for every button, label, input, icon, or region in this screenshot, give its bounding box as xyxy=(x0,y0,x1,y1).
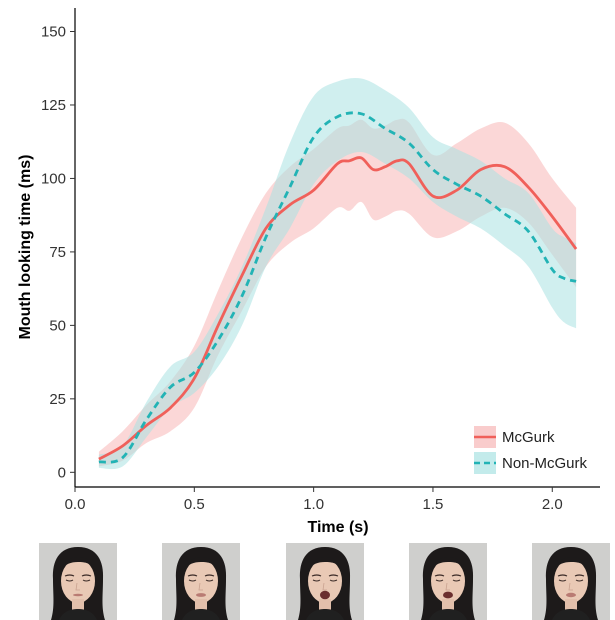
face-frame xyxy=(39,543,117,620)
x-tick-label: 1.0 xyxy=(303,496,324,513)
x-tick-label: 0.0 xyxy=(65,496,86,513)
y-tick-label: 150 xyxy=(41,24,66,41)
face-frame xyxy=(162,543,240,620)
face-frame xyxy=(409,543,487,620)
series-lines xyxy=(98,111,578,464)
x-axis-title: Time (s) xyxy=(307,519,368,536)
y-tick-label: 0 xyxy=(58,464,66,481)
y-axis-title: Mouth looking time (ms) xyxy=(17,155,34,340)
x-tick-label: 1.5 xyxy=(423,496,444,513)
face-frame xyxy=(532,543,610,620)
y-tick-label: 50 xyxy=(49,317,66,334)
x-ticks: 0.0 0.5 1.0 1.5 2.0 xyxy=(65,487,563,513)
line-non-mcgurk xyxy=(98,111,577,464)
x-tick-label: 2.0 xyxy=(542,496,563,513)
legend: McGurk Non-McGurk xyxy=(474,426,588,474)
band-non-mcgurk xyxy=(98,77,577,470)
face-frame xyxy=(286,543,364,620)
y-tick-label: 75 xyxy=(49,244,66,261)
legend-label-mcgurk: McGurk xyxy=(502,429,555,446)
legend-label-nonmcgurk: Non-McGurk xyxy=(502,455,588,472)
line-mcgurk xyxy=(98,156,578,461)
y-tick-label: 25 xyxy=(49,391,66,408)
axes xyxy=(74,8,600,488)
y-tick-label: 125 xyxy=(41,97,66,114)
chart: 0 25 50 75 100 125 150 0.0 0.5 1.0 1.5 2.0 Time (s… xyxy=(17,8,600,536)
y-ticks: 0 25 50 75 100 125 150 xyxy=(41,24,75,481)
band-mcgurk xyxy=(98,118,577,467)
stimulus-frames xyxy=(0,543,615,620)
x-tick-label: 0.5 xyxy=(184,496,205,513)
y-tick-label: 100 xyxy=(41,170,66,187)
confidence-bands xyxy=(98,77,577,470)
